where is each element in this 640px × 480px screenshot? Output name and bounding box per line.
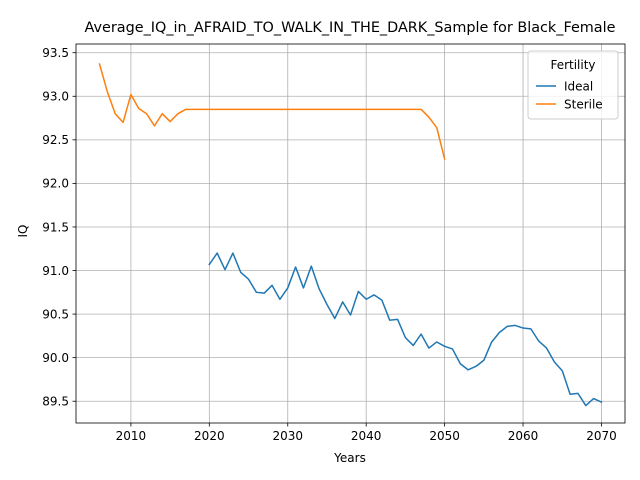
y-tick-label: 91.0 [42, 264, 69, 278]
legend-label-ideal: Ideal [564, 79, 593, 93]
x-axis-label: Years [333, 451, 366, 465]
axis-ticks: 2010 2020 2030 2040 2050 2060 2070 89.5 90.0 90.5… [42, 46, 616, 443]
y-tick-label: 93.5 [42, 46, 69, 60]
plot-frame [75, 43, 626, 424]
legend: Fertility Ideal Sterile [527, 50, 619, 120]
x-tick-label: 2050 [429, 429, 460, 443]
y-tick-label: 92.0 [42, 177, 69, 191]
y-tick-label: 90.5 [42, 307, 69, 321]
y-tick-label: 93.0 [42, 90, 69, 104]
y-tick-label: 92.5 [42, 133, 69, 147]
y-tick-label: 91.5 [42, 220, 69, 234]
grid [76, 44, 625, 423]
x-tick-label: 2040 [351, 429, 382, 443]
y-tick-label: 90.0 [42, 351, 69, 365]
chart-title: Average_IQ_in_AFRAID_TO_WALK_IN_THE_DARK… [85, 20, 616, 36]
x-tick-label: 2010 [116, 429, 147, 443]
legend-title: Fertility [550, 58, 595, 72]
series-lines [98, 63, 603, 407]
series-line-sterile [98, 63, 446, 160]
x-tick-label: 2070 [586, 429, 617, 443]
y-axis-label: IQ [16, 225, 30, 238]
legend-box [527, 50, 619, 120]
axes-frame [75, 43, 626, 424]
x-tick-label: 2060 [508, 429, 539, 443]
x-tick-label: 2030 [272, 429, 303, 443]
series-line-ideal [208, 252, 603, 407]
x-tick-label: 2020 [194, 429, 225, 443]
legend-label-sterile: Sterile [564, 97, 603, 111]
y-tick-label: 89.5 [42, 395, 69, 409]
